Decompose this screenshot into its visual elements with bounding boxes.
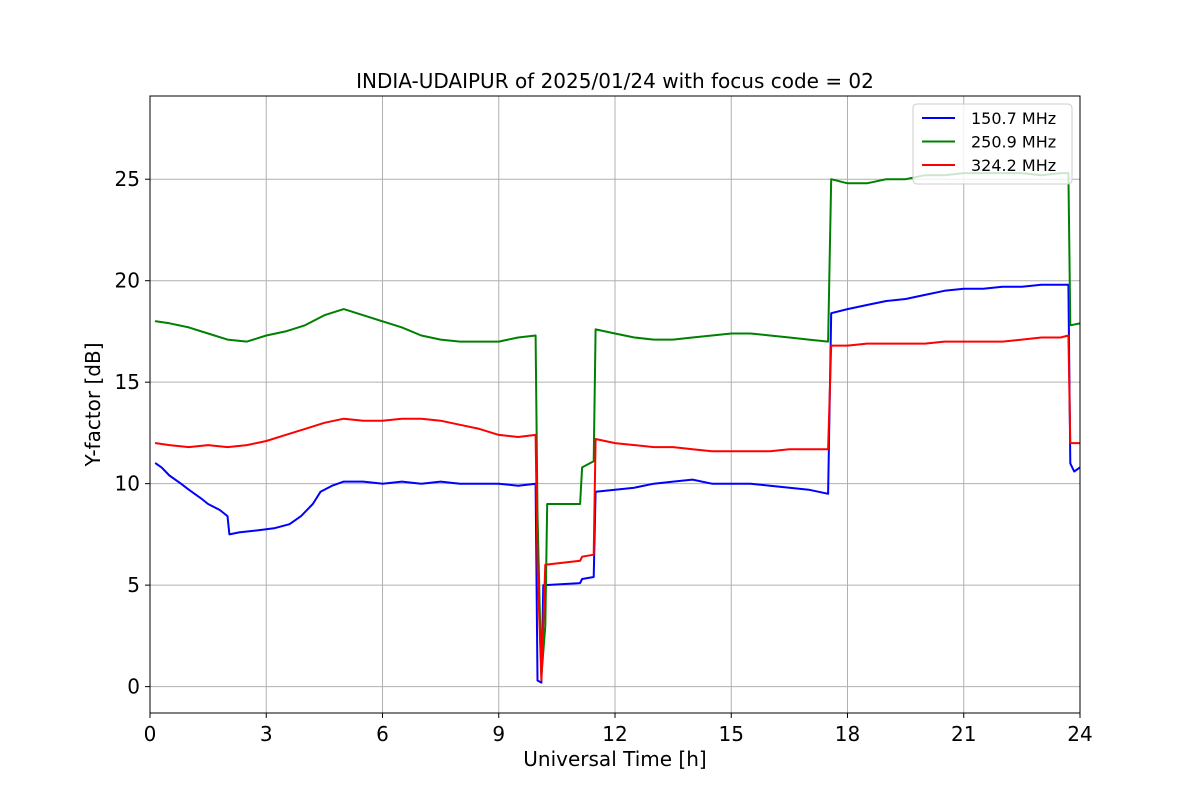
y-tick-label: 25 — [115, 167, 140, 191]
x-tick-label: 18 — [835, 722, 860, 746]
x-tick-label: 21 — [951, 722, 976, 746]
x-axis-label: Universal Time [h] — [523, 747, 706, 771]
x-tick-label: 6 — [376, 722, 389, 746]
chart-title: INDIA-UDAIPUR of 2025/01/24 with focus c… — [356, 69, 874, 93]
y-tick-label: 20 — [115, 269, 140, 293]
y-tick-label: 0 — [127, 675, 140, 699]
x-tick-label: 12 — [602, 722, 627, 746]
y-axis: 0 5 10 15 20 25 — [115, 167, 150, 699]
x-tick-label: 9 — [492, 722, 505, 746]
y-tick-label: 5 — [127, 573, 140, 597]
y-axis-label: Y-factor [dB] — [81, 342, 105, 467]
x-axis: 0 3 6 9 12 15 18 21 24 — [144, 713, 1093, 746]
y-tick-label: 15 — [115, 370, 140, 394]
x-tick-label: 24 — [1067, 722, 1092, 746]
legend-label-2: 250.9 MHz — [971, 133, 1056, 152]
x-tick-label: 0 — [144, 722, 157, 746]
legend-items: 150.7 MHz 250.9 MHz 324.2 MHz — [922, 109, 1056, 175]
x-tick-label: 15 — [719, 722, 744, 746]
y-tick-label: 10 — [115, 472, 140, 496]
series-line-1 — [154, 283, 1080, 684]
legend-label-3: 324.2 MHz — [971, 156, 1056, 175]
x-tick-label: 3 — [260, 722, 273, 746]
legend-label-1: 150.7 MHz — [971, 109, 1056, 128]
legend: 150.7 MHz 250.9 MHz 324.2 MHz — [912, 103, 1073, 185]
series-line-3 — [154, 334, 1080, 682]
